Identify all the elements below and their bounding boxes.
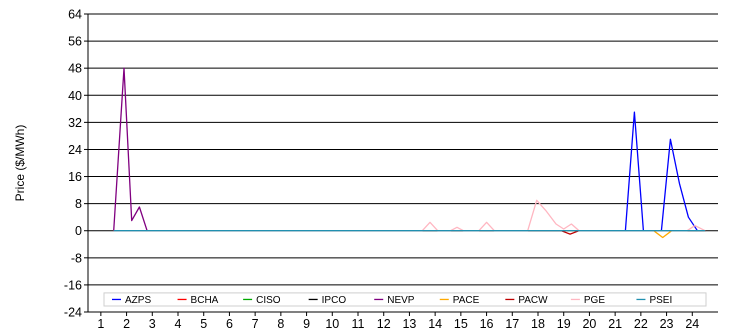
- x-tick-label: 16: [480, 317, 494, 331]
- y-tick-label: 56: [68, 35, 82, 49]
- legend-label-pace: PACE: [453, 295, 480, 306]
- x-tick-label: 6: [226, 317, 233, 331]
- y-axis-title: Price ($/MWh): [13, 125, 27, 202]
- x-tick-label: 5: [200, 317, 207, 331]
- x-tick-label: 9: [303, 317, 310, 331]
- legend-label-bcha: BCHA: [191, 295, 219, 306]
- y-tick-label: 40: [68, 89, 82, 103]
- y-tick-label: 64: [68, 8, 82, 22]
- x-tick-label: 4: [175, 317, 182, 331]
- series-lines: [113, 67, 706, 239]
- x-tick-label: 8: [277, 317, 284, 331]
- x-tick-label: 15: [454, 317, 468, 331]
- y-tick-label: 32: [68, 116, 82, 130]
- legend-label-nevp: NEVP: [387, 295, 415, 306]
- y-tick-label: -24: [64, 306, 82, 320]
- x-tick-label: 22: [634, 317, 648, 331]
- legend-label-psei: PSEI: [649, 295, 672, 306]
- x-tick-label: 18: [531, 317, 545, 331]
- x-tick-label: 12: [377, 317, 391, 331]
- x-tick-label: 20: [582, 317, 596, 331]
- x-tick-label: 1: [97, 317, 104, 331]
- series-line-azps: [113, 111, 706, 232]
- series-line-pace: [113, 230, 706, 239]
- x-tick-label: 13: [402, 317, 416, 331]
- legend-box: [103, 292, 707, 307]
- y-tick-label: 16: [68, 170, 82, 184]
- x-tick-label: 10: [325, 317, 339, 331]
- x-tick-label: 17: [505, 317, 519, 331]
- x-tick-label: 7: [252, 317, 259, 331]
- x-tick-label: 19: [557, 317, 571, 331]
- y-tick-label: 48: [68, 62, 82, 76]
- legend-label-ciso: CISO: [256, 295, 281, 306]
- x-tick-label: 24: [685, 317, 699, 331]
- legend: AZPS BCHA CISO IPCO NEVP PACE PACW PGE PSEI: [103, 292, 707, 307]
- x-tick-label: 11: [352, 317, 365, 331]
- x-tick-label: 21: [608, 317, 622, 331]
- y-tick-label: -16: [64, 278, 82, 292]
- y-tick-label: 0: [75, 224, 82, 238]
- series-line-pge: [113, 199, 706, 232]
- x-tick-label: 3: [149, 317, 156, 331]
- legend-label-pge: PGE: [584, 295, 605, 306]
- y-tick-label: 24: [68, 143, 82, 157]
- x-tick-label: 14: [428, 317, 442, 331]
- y-tick-label: -8: [71, 251, 82, 265]
- legend-label-azps: AZPS: [125, 295, 151, 306]
- x-tick-label: 23: [660, 317, 674, 331]
- grid-lines: [88, 13, 718, 313]
- y-tick-label: 8: [75, 197, 82, 211]
- legend-label-ipco: IPCO: [322, 295, 347, 306]
- legend-label-pacw: PACW: [518, 295, 548, 306]
- x-tick-label: 2: [123, 317, 130, 331]
